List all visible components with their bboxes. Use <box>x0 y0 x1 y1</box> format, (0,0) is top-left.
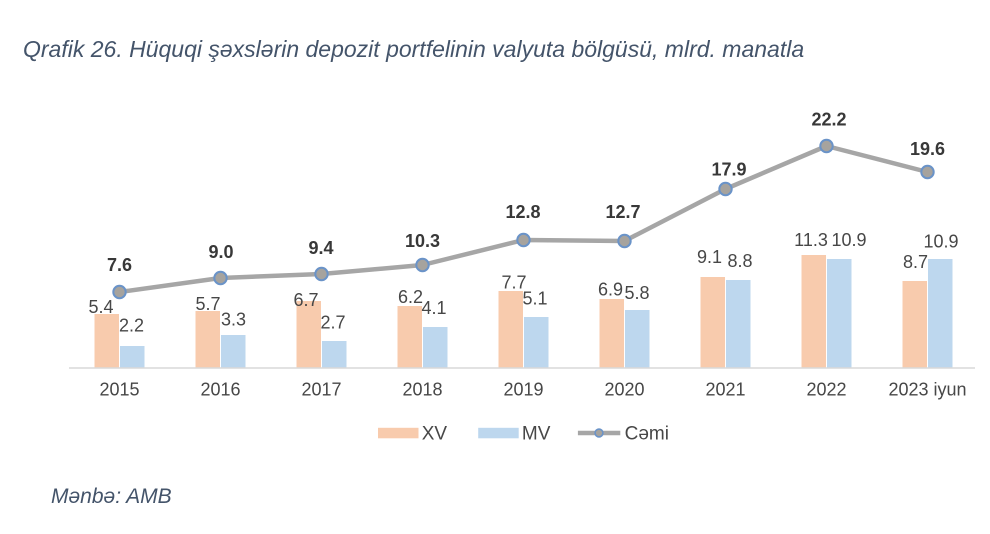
svg-text:Cəmi: Cəmi <box>625 424 669 445</box>
svg-text:10.9: 10.9 <box>923 232 958 252</box>
svg-text:22.2: 22.2 <box>811 110 846 130</box>
svg-text:4.1: 4.1 <box>421 298 446 318</box>
svg-text:9.4: 9.4 <box>308 238 333 258</box>
svg-text:2019: 2019 <box>503 380 543 400</box>
svg-text:12.7: 12.7 <box>605 202 640 222</box>
svg-text:5.7: 5.7 <box>195 294 220 314</box>
svg-text:2023 iyun: 2023 iyun <box>888 380 966 400</box>
svg-text:2.7: 2.7 <box>320 313 345 333</box>
svg-text:10.9: 10.9 <box>831 230 866 250</box>
svg-text:19.6: 19.6 <box>910 139 945 159</box>
svg-text:2021: 2021 <box>705 380 745 400</box>
svg-text:5.1: 5.1 <box>522 289 547 309</box>
svg-text:9.0: 9.0 <box>208 242 233 262</box>
svg-text:Qrafik 26. Hüquqi şəxslərin de: Qrafik 26. Hüquqi şəxslərin depozit port… <box>23 36 804 62</box>
svg-text:2017: 2017 <box>301 380 341 400</box>
svg-text:3.3: 3.3 <box>221 310 246 330</box>
svg-text:7.7: 7.7 <box>501 273 526 293</box>
svg-text:17.9: 17.9 <box>711 160 746 180</box>
svg-text:10.3: 10.3 <box>405 231 440 251</box>
svg-text:2016: 2016 <box>200 380 240 400</box>
svg-text:6.2: 6.2 <box>398 287 423 307</box>
svg-text:Mənbə: AMB: Mənbə: AMB <box>51 485 172 508</box>
svg-text:5.4: 5.4 <box>88 297 113 317</box>
svg-text:6.9: 6.9 <box>598 280 623 300</box>
svg-text:2022: 2022 <box>806 380 846 400</box>
svg-text:11.3: 11.3 <box>794 230 828 250</box>
svg-text:8.7: 8.7 <box>903 252 928 272</box>
svg-text:7.6: 7.6 <box>107 255 132 275</box>
svg-text:9.1: 9.1 <box>697 247 722 267</box>
svg-text:2.2: 2.2 <box>119 316 144 336</box>
svg-text:2018: 2018 <box>402 380 442 400</box>
svg-text:5.8: 5.8 <box>624 283 649 303</box>
svg-text:XV: XV <box>422 424 448 445</box>
svg-text:12.8: 12.8 <box>505 202 540 222</box>
svg-text:8.8: 8.8 <box>727 251 752 271</box>
svg-text:6.7: 6.7 <box>293 290 318 310</box>
svg-text:2020: 2020 <box>604 380 644 400</box>
svg-text:2015: 2015 <box>99 380 139 400</box>
svg-text:MV: MV <box>522 424 551 445</box>
